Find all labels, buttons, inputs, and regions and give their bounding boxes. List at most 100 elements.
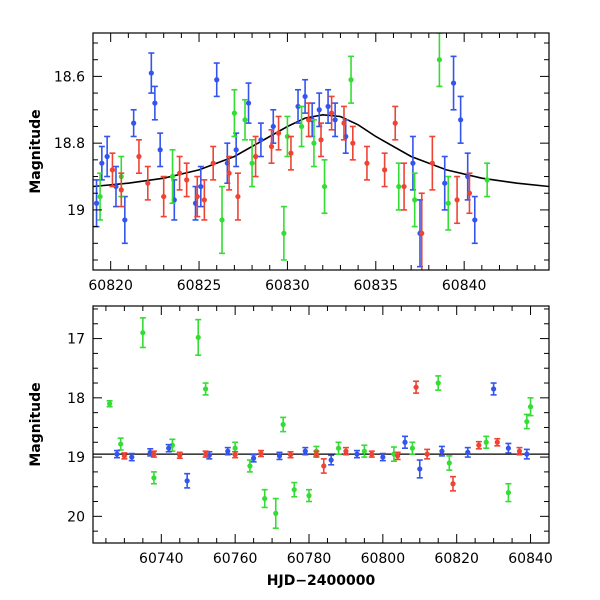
x-tick-label: 60800 [361, 551, 406, 567]
data-point [184, 472, 191, 489]
data-point [117, 437, 124, 451]
y-tick-label: 17 [67, 332, 85, 348]
data-point [454, 175, 461, 225]
data-point [342, 446, 349, 456]
data-marker [262, 495, 268, 502]
data-point [302, 446, 309, 456]
x-tick-label: 60830 [265, 278, 310, 294]
data-marker [210, 160, 216, 166]
data-marker [291, 487, 297, 493]
data-marker [151, 451, 157, 457]
data-point [361, 444, 368, 458]
plot-area [93, 317, 549, 529]
data-marker [225, 448, 231, 454]
y-ticks: 18.6 18.8 19 [54, 42, 549, 261]
data-marker [152, 100, 158, 106]
x-tick-label: 60840 [442, 278, 487, 294]
data-marker [364, 160, 370, 166]
data-marker [284, 133, 291, 140]
data-point [445, 175, 452, 231]
data-point [424, 448, 431, 460]
data-marker [276, 453, 283, 459]
data-marker [458, 117, 464, 123]
data-marker [122, 217, 128, 223]
data-marker [235, 193, 241, 200]
data-point [151, 85, 158, 121]
data-point [195, 318, 202, 356]
data-point [446, 455, 453, 471]
data-marker [298, 123, 305, 130]
data-marker [306, 493, 312, 499]
data-point [483, 435, 490, 450]
data-marker [321, 463, 327, 469]
x-axis-title: HJD−2400000 [267, 573, 376, 589]
data-marker [280, 421, 286, 428]
data-point [98, 145, 105, 181]
data-point [523, 413, 530, 430]
data-marker [233, 147, 239, 153]
data-point [234, 172, 241, 221]
data-marker [436, 57, 443, 63]
data-marker [465, 449, 471, 455]
data-marker [114, 451, 120, 457]
data-marker [484, 177, 490, 183]
data-point [202, 382, 209, 396]
data-marker [161, 193, 167, 200]
data-marker [184, 177, 190, 183]
data-point [150, 471, 157, 485]
data-marker [203, 451, 209, 457]
data-marker [177, 452, 183, 458]
data-marker [472, 217, 478, 223]
data-point [130, 108, 137, 138]
data-point [464, 446, 471, 458]
data-marker [348, 77, 354, 83]
data-marker [214, 77, 220, 83]
data-point [368, 450, 375, 458]
data-marker [380, 454, 386, 460]
data-marker [483, 439, 489, 445]
data-marker [151, 475, 157, 481]
data-marker [107, 401, 113, 407]
data-point [226, 155, 233, 191]
data-marker [99, 160, 105, 166]
data-marker [287, 452, 294, 458]
data-marker [104, 153, 110, 160]
data-marker [281, 230, 287, 236]
data-point [272, 497, 279, 529]
y-ticks: 17 18 19 20 [67, 308, 549, 532]
data-point [516, 446, 523, 456]
data-point [280, 205, 287, 261]
data-point [466, 172, 473, 215]
data-marker [419, 230, 425, 236]
data-point [523, 448, 530, 460]
data-point [270, 108, 277, 144]
data-point [325, 88, 332, 124]
data-point [298, 105, 305, 148]
y-tick-label: 18.6 [54, 69, 85, 85]
y-axis-title: Magnitude [28, 382, 44, 466]
data-point [250, 453, 257, 463]
data-point [416, 459, 423, 479]
data-point [197, 165, 204, 208]
data-marker [245, 100, 252, 106]
data-marker [524, 418, 530, 425]
data-point [401, 162, 408, 211]
x-tick-label: 60760 [213, 551, 258, 567]
data-marker [316, 107, 322, 113]
data-marker [524, 451, 530, 457]
data-marker [140, 330, 146, 336]
data-point [302, 78, 309, 114]
data-marker [288, 150, 294, 156]
data-marker [354, 451, 360, 457]
data-point [258, 449, 264, 458]
data-marker [494, 439, 500, 445]
data-marker [527, 404, 534, 410]
x-tick-label: 60825 [177, 278, 222, 294]
data-point [249, 139, 256, 188]
data-point [295, 88, 302, 124]
data-marker [505, 445, 511, 451]
data-marker [361, 448, 367, 454]
data-marker [131, 120, 137, 126]
data-marker [232, 445, 238, 451]
